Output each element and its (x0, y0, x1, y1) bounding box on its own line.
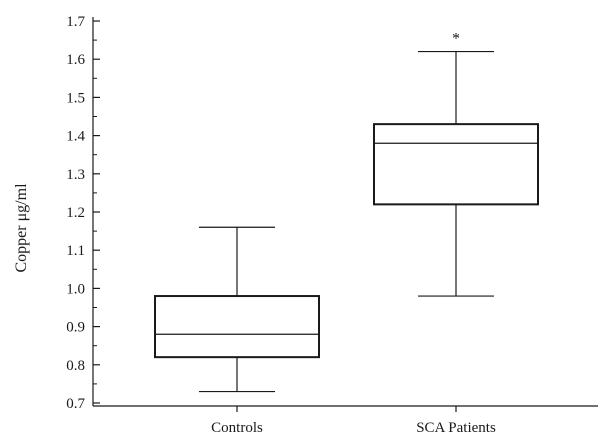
y-tick-label: 0.7 (66, 396, 85, 412)
y-tick-label: 0.9 (66, 320, 85, 336)
iqr-box (373, 123, 539, 206)
x-axis: Controls SCA Patients (93, 405, 598, 436)
iqr-box (154, 295, 320, 359)
y-axis-title: Copper μg/ml (13, 183, 30, 273)
y-tick-label: 1.3 (66, 167, 85, 183)
x-tick-label: SCA Patients (416, 420, 496, 436)
box-plots: * (154, 31, 539, 393)
y-axis: 0.7 0.8 0.9 1.0 1.1 1.2 1.3 1.4 1.5 1.6 1.7 (66, 14, 100, 412)
y-tick-label: 1.6 (66, 52, 85, 68)
y-tick-label: 1.5 (66, 90, 85, 106)
y-tick-label: 1.7 (66, 14, 85, 30)
y-tick-label: 0.8 (66, 358, 85, 374)
y-tick-label: 1.1 (66, 243, 85, 259)
y-tick-label: 1.2 (66, 205, 85, 221)
box-sca-patients: * (373, 31, 539, 297)
x-tick-label: Controls (211, 420, 263, 436)
box-controls (154, 226, 320, 393)
significance-marker: * (452, 31, 460, 48)
y-tick-label: 1.4 (66, 129, 85, 145)
y-tick-label: 1.0 (66, 281, 85, 297)
